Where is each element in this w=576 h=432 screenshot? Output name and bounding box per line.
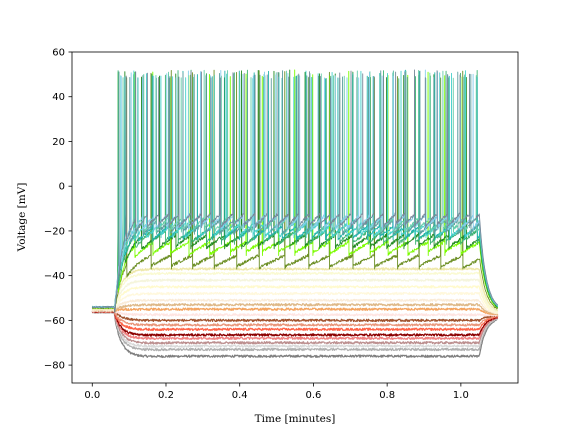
voltage-trace (91, 285, 499, 313)
voltage-trace (92, 271, 499, 312)
y-tick-label: −80 (44, 361, 65, 372)
y-tick-label: 20 (52, 137, 65, 148)
y-tick-label: 40 (52, 92, 65, 103)
voltage-trace (92, 69, 498, 313)
voltage-trace (92, 303, 499, 316)
x-tick-label: 0.2 (158, 390, 174, 401)
voltage-trace (91, 310, 499, 345)
voltage-trace (92, 70, 499, 309)
voltage-trace (91, 69, 499, 312)
y-axis: −80 −60 −40 −20 0 20 40 60 (44, 48, 72, 372)
voltage-trace (91, 310, 499, 341)
voltage-trace (91, 307, 499, 316)
x-tick-label: 0.6 (305, 390, 321, 401)
y-tick-label: −60 (44, 316, 65, 327)
voltage-trace (92, 298, 498, 315)
voltage-trace (91, 310, 498, 337)
voltage-trace (92, 310, 499, 327)
x-tick-label: 0.0 (84, 390, 100, 401)
voltage-trace (92, 291, 499, 314)
voltage-trace (91, 309, 499, 323)
x-tick-label: 1.0 (453, 390, 469, 401)
voltage-trace (91, 278, 499, 313)
voltage-trace (91, 311, 498, 359)
x-tick-label: 0.4 (232, 390, 248, 401)
y-tick-label: 0 (59, 182, 65, 193)
voltage-trace (91, 310, 499, 348)
x-axis: 0.0 0.2 0.4 0.6 0.8 1.0 (84, 383, 469, 401)
x-tick-label: 0.8 (379, 390, 395, 401)
plot-frame (71, 51, 519, 384)
voltage-trace (91, 311, 498, 352)
voltage-trace (91, 309, 499, 317)
y-axis-label: Voltage [mV] (16, 183, 28, 253)
voltage-trace (91, 267, 499, 312)
voltage-trace (91, 69, 499, 314)
plot-area (91, 69, 499, 359)
voltage-trace (91, 310, 499, 332)
y-tick-label: 60 (52, 48, 65, 59)
y-tick-label: −40 (44, 271, 65, 282)
y-tick-label: −20 (44, 226, 65, 237)
x-axis-label: Time [minutes] (255, 413, 336, 425)
